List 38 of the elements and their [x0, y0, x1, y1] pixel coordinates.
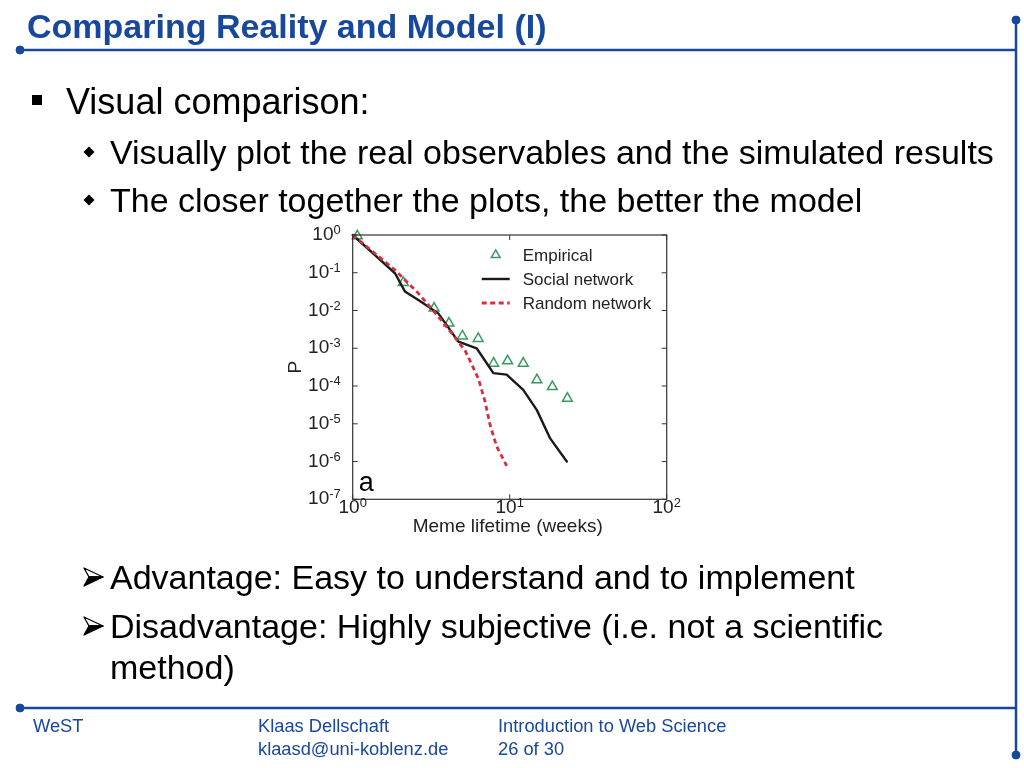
point [456, 329, 469, 340]
y-tick-label: 10$^{-7}$ [308, 486, 341, 509]
text: Introduction to Web Science [498, 715, 727, 736]
point [546, 380, 559, 391]
x-tick-label: 10$^{0}$ [338, 495, 367, 518]
y-axis-title: P [283, 360, 305, 374]
point [561, 391, 574, 402]
y-tick-label: 10$^{-2}$ [308, 297, 341, 320]
y-tick-label: 10$^{0}$ [312, 222, 341, 244]
point [443, 316, 455, 327]
text: Disadvantage: Highly subjective (i.e. not a scientific method) [110, 607, 883, 686]
x-tick-label: 10$^{2}$ [652, 495, 681, 518]
text: Visual comparison: [66, 81, 370, 122]
x-axis-title: Meme lifetime (weeks) [412, 515, 603, 537]
text: WeST [33, 715, 84, 736]
y-tick-label: 10$^{-1}$ [308, 259, 341, 282]
text: The closer together the plots, the better the model [110, 181, 863, 219]
text: klaasd@uni-koblenz.de [258, 738, 449, 759]
point [487, 356, 500, 367]
legend-label: Social network [522, 270, 634, 289]
text: Klaas Dellschaft [258, 715, 390, 736]
text: Advantage: Easy to understand and to implement [110, 558, 856, 596]
text: 26 of 30 [498, 738, 565, 759]
y-tick-label: 10$^{-5}$ [308, 410, 341, 433]
text: Visually plot the real observables and the simulated results [110, 133, 994, 171]
legend-label: Random network [522, 294, 652, 313]
point [531, 373, 543, 384]
annotation: a [358, 467, 375, 498]
y-tick-label: 10$^{-4}$ [308, 373, 341, 396]
y-tick-label: 10$^{-6}$ [308, 448, 341, 471]
point [517, 356, 529, 367]
point [428, 301, 440, 312]
point [501, 354, 514, 365]
chart-title: Comparing Reality and Model (I) [27, 7, 547, 45]
y-tick-label: 10$^{-3}$ [308, 335, 341, 358]
point [472, 332, 484, 343]
legend-label: Empirical [522, 246, 593, 265]
x-tick-label: 10$^{1}$ [495, 495, 524, 518]
